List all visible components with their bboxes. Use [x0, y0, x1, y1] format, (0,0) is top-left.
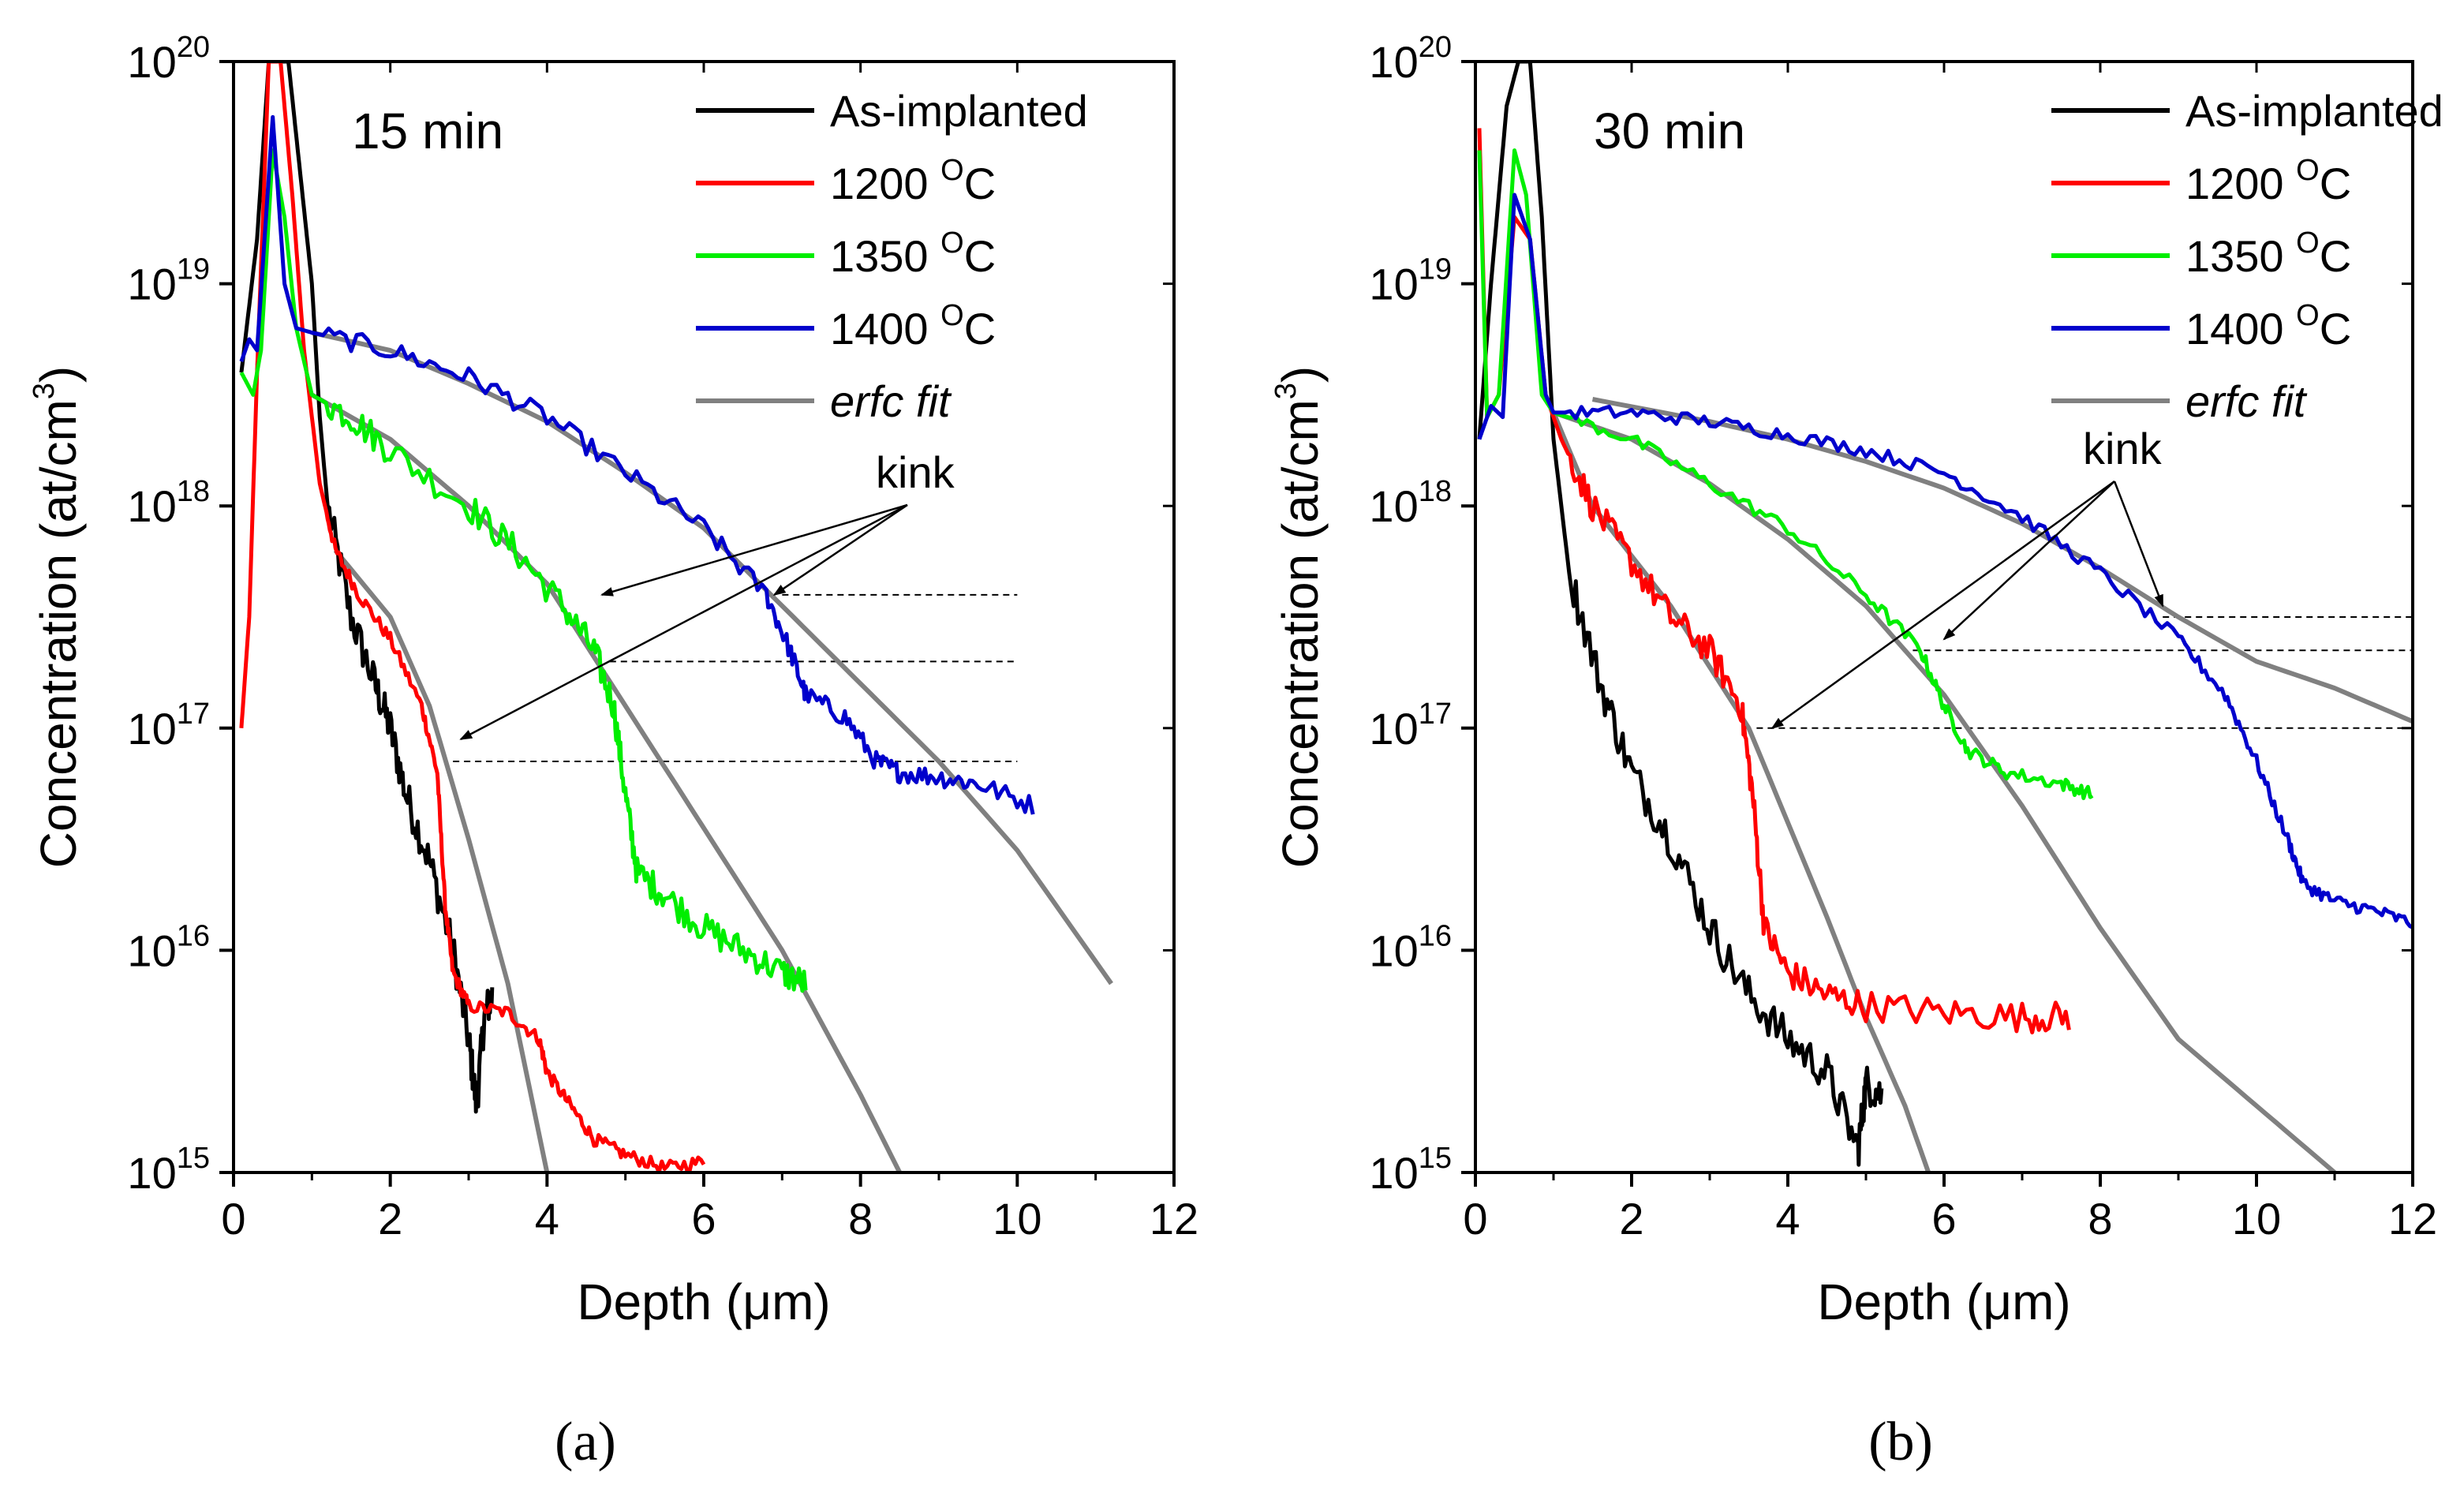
y-axis-title: Concentration (at/cm3) [28, 366, 87, 868]
x-axis-title: Depth (μm) [1817, 1273, 2070, 1330]
x-tick-label: 4 [1775, 1194, 1800, 1244]
series-line-erfc-fit-1350 [1553, 410, 2336, 1172]
x-tick-label: 12 [2388, 1194, 2437, 1244]
series-line-1350-c [1477, 148, 2094, 801]
y-tick-exponent: 19 [1419, 253, 1452, 286]
y-tick-base: 10 [127, 1148, 176, 1198]
plot-frame [1474, 60, 2414, 1174]
y-tick-exponent: 16 [1419, 919, 1452, 952]
legend-entry: 1400 OC [830, 299, 996, 353]
x-tick-label: 4 [535, 1194, 559, 1244]
y-tick-label: 1016 [127, 919, 210, 975]
series-line-erfc-fit-1400 [311, 330, 1113, 985]
y-tick-exponent: 20 [1419, 31, 1452, 64]
legend-entry: As-implanted [830, 86, 1088, 136]
y-tick-exponent: 15 [1419, 1142, 1452, 1175]
y-tick-base: 10 [127, 37, 176, 87]
y-tick-exponent: 19 [177, 253, 210, 286]
series-line-erfc-fit-1350 [310, 392, 902, 1172]
y-tick-base: 10 [1369, 1148, 1418, 1198]
x-tick-label: 10 [2232, 1194, 2281, 1244]
series-line-erfc-fit-1200 [333, 548, 550, 1172]
kink-arrow [772, 503, 908, 596]
legend-entry: 1350 OC [830, 226, 996, 281]
series-line-1200-c [1477, 128, 2071, 1034]
legend-entry: 1350 OC [2185, 226, 2351, 281]
y-tick-exponent: 20 [177, 31, 210, 64]
y-axis-title: Concentration (at/cm3) [1269, 366, 1329, 868]
y-tick-label: 1020 [127, 31, 210, 87]
panel-caption: (b) [1868, 1412, 1933, 1472]
y-tick-label: 1016 [1369, 919, 1452, 975]
kink-arrow [1770, 480, 2115, 729]
y-tick-label: 1017 [127, 698, 210, 754]
y-tick-label: 1017 [1369, 698, 1452, 754]
x-tick-label: 6 [691, 1194, 716, 1244]
y-tick-base: 10 [1369, 704, 1418, 754]
x-tick-label: 0 [1463, 1194, 1487, 1244]
x-tick-label: 12 [1150, 1194, 1198, 1244]
y-tick-exponent: 18 [1419, 475, 1452, 508]
y-tick-base: 10 [1369, 37, 1418, 87]
kink-arrow [600, 503, 908, 597]
y-tick-label: 1018 [127, 475, 210, 531]
y-tick-exponent: 18 [177, 475, 210, 508]
panel-caption: (a) [555, 1412, 616, 1472]
legend-entry: erfc fit [2185, 376, 2308, 426]
y-tick-label: 1018 [1369, 475, 1452, 531]
x-tick-label: 2 [1619, 1194, 1643, 1244]
y-tick-label: 1015 [127, 1142, 210, 1198]
legend-entry: 1200 OC [2185, 154, 2351, 208]
y-tick-label: 1019 [127, 253, 210, 309]
x-tick-label: 8 [2088, 1194, 2112, 1244]
y-tick-base: 10 [127, 926, 176, 975]
x-axis-title: Depth (μm) [577, 1273, 830, 1330]
legend-entry: 1200 OC [830, 154, 996, 208]
series-line-as-implanted [239, 62, 495, 1114]
y-tick-base: 10 [127, 704, 176, 754]
y-tick-base: 10 [1369, 260, 1418, 309]
y-tick-exponent: 15 [177, 1142, 210, 1175]
legend-entry: erfc fit [830, 376, 952, 426]
y-tick-exponent: 16 [177, 919, 210, 952]
series-line-1400-c [239, 114, 1035, 815]
series-line-as-implanted [1477, 62, 1884, 1167]
kink-arrow [459, 503, 908, 740]
x-tick-label: 2 [378, 1194, 402, 1244]
y-tick-base: 10 [1369, 926, 1418, 975]
y-tick-base: 10 [127, 481, 176, 531]
kink-annotation: kink [2083, 424, 2163, 473]
kink-arrow [2113, 481, 2164, 608]
y-tick-label: 1020 [1369, 31, 1452, 87]
y-tick-label: 1015 [1369, 1142, 1452, 1198]
legend-entry: As-implanted [2185, 86, 2443, 136]
series-line-1350-c [239, 148, 808, 993]
y-tick-exponent: 17 [1419, 698, 1452, 731]
y-tick-exponent: 17 [177, 698, 210, 731]
panel-duration-label: 30 min [1594, 103, 1745, 159]
kink-annotation: kink [876, 447, 955, 497]
y-tick-label: 1019 [1369, 253, 1452, 309]
kink-arrow [1942, 481, 2115, 641]
series-line-1200-c [239, 62, 706, 1172]
series-line-1400-c [1477, 193, 2413, 929]
y-tick-base: 10 [1369, 481, 1418, 531]
legend-entry: 1400 OC [2185, 299, 2351, 353]
y-tick-base: 10 [127, 260, 176, 309]
x-tick-label: 6 [1931, 1194, 1956, 1244]
x-tick-label: 0 [221, 1194, 245, 1244]
x-tick-label: 8 [848, 1194, 873, 1244]
x-tick-label: 10 [993, 1194, 1041, 1244]
series-line-erfc-fit-1200 [1551, 411, 1931, 1172]
panel-duration-label: 15 min [352, 103, 503, 159]
